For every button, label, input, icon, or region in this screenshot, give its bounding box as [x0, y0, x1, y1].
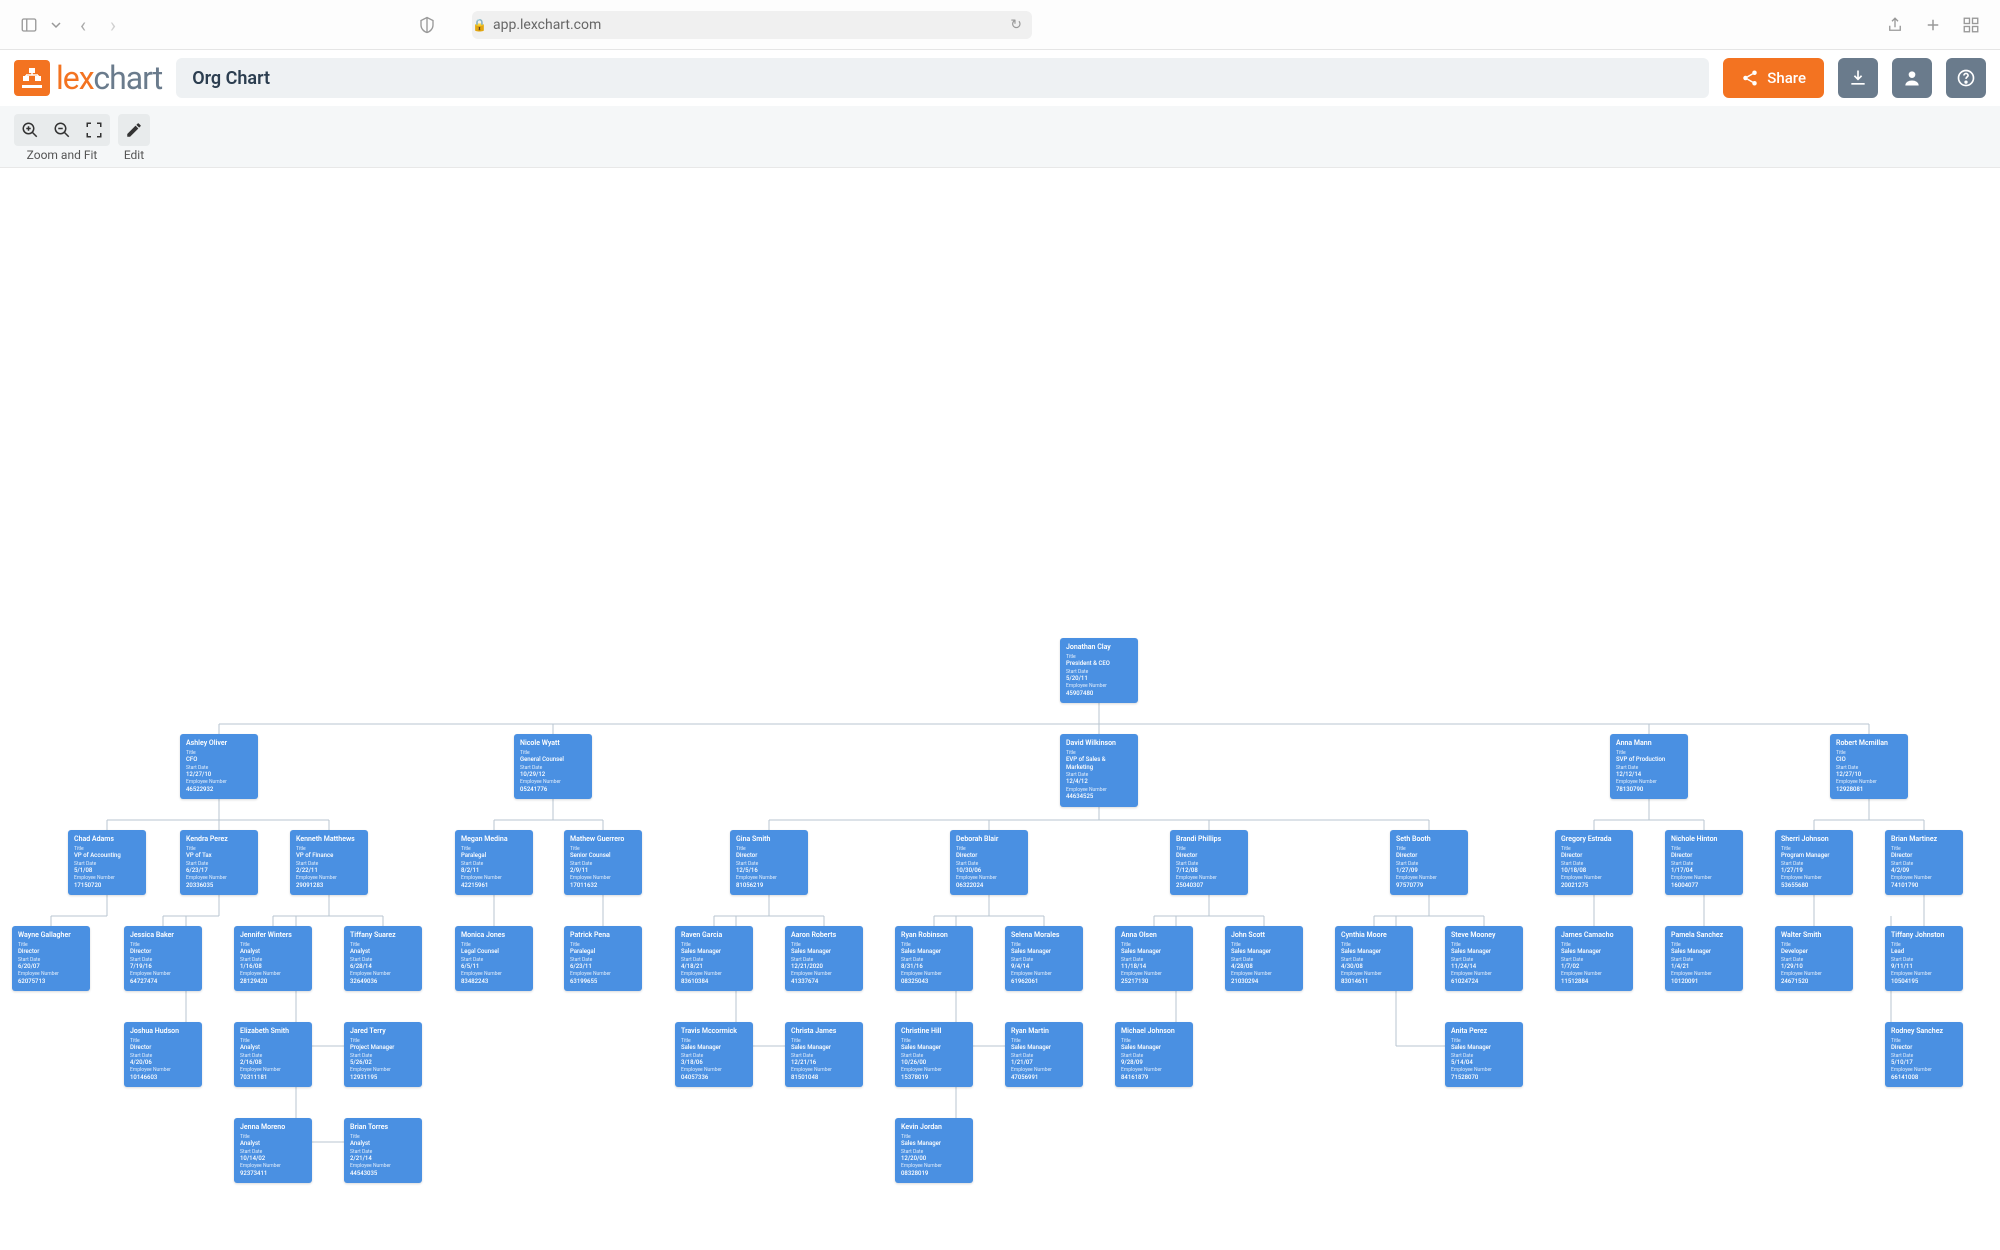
org-node[interactable]: Nicole WyattTitleGeneral CounselStart Da…: [514, 734, 592, 799]
org-node[interactable]: Brandi PhillipsTitleDirectorStart Date7/…: [1170, 830, 1248, 895]
org-node[interactable]: Pamela SanchezTitleSales ManagerStart Da…: [1665, 926, 1743, 991]
lock-icon: 🔒: [472, 18, 487, 32]
pencil-icon: [125, 121, 143, 139]
org-node[interactable]: Seth BoothTitleDirectorStart Date1/27/09…: [1390, 830, 1468, 895]
share-label: Share: [1767, 69, 1806, 87]
account-button[interactable]: [1892, 58, 1932, 98]
org-node[interactable]: Jessica BakerTitleDirectorStart Date7/19…: [124, 926, 202, 991]
connector-lines: [0, 168, 2000, 1250]
reload-icon[interactable]: ↻: [1010, 17, 1032, 33]
org-node[interactable]: Kenneth MatthewsTitleVP of FinanceStart …: [290, 830, 368, 895]
org-node[interactable]: Tiffany JohnstonTitleLeadStart Date9/11/…: [1885, 926, 1963, 991]
org-node[interactable]: Christine HillTitleSales ManagerStart Da…: [895, 1022, 973, 1087]
org-node[interactable]: Deborah BlairTitleDirectorStart Date10/3…: [950, 830, 1028, 895]
org-node[interactable]: Anna MannTitleSVP of ProductionStart Dat…: [1610, 734, 1688, 799]
chart-title-input[interactable]: Org Chart: [176, 58, 1709, 98]
person-icon: [1902, 68, 1922, 88]
org-node[interactable]: Selena MoralesTitleSales ManagerStart Da…: [1005, 926, 1083, 991]
url-bar[interactable]: 🔒 app.lexchart.com ↻: [472, 11, 1032, 39]
zoom-fit-group: Zoom and Fit: [14, 114, 110, 162]
edit-label: Edit: [124, 148, 144, 162]
org-node[interactable]: Aaron RobertsTitleSales ManagerStart Dat…: [785, 926, 863, 991]
privacy-shield-icon[interactable]: [418, 16, 436, 34]
logo-text: lexchart: [56, 59, 162, 97]
org-node[interactable]: Gina SmithTitleDirectorStart Date12/5/16…: [730, 830, 808, 895]
share-icon: [1741, 69, 1759, 87]
org-node[interactable]: Brian MartinezTitleDirectorStart Date4/2…: [1885, 830, 1963, 895]
org-node[interactable]: Ryan MartinTitleSales ManagerStart Date1…: [1005, 1022, 1083, 1087]
app-header: lexchart Org Chart Share: [0, 50, 2000, 106]
download-icon: [1848, 68, 1868, 88]
chrome-right: [1886, 16, 1980, 34]
org-chart-canvas[interactable]: Jonathan ClayTitlePresident & CEOStart D…: [0, 168, 2000, 1250]
org-node[interactable]: John ScottTitleSales ManagerStart Date4/…: [1225, 926, 1303, 991]
org-node[interactable]: Kevin JordanTitleSales ManagerStart Date…: [895, 1118, 973, 1183]
org-node[interactable]: Patrick PenaTitleParalegalStart Date6/23…: [564, 926, 642, 991]
org-node[interactable]: Gregory EstradaTitleDirectorStart Date10…: [1555, 830, 1633, 895]
zoom-out-icon: [53, 121, 71, 139]
org-node[interactable]: James CamachoTitleSales ManagerStart Dat…: [1555, 926, 1633, 991]
org-node[interactable]: Chad AdamsTitleVP of AccountingStart Dat…: [68, 830, 146, 895]
org-node[interactable]: Jonathan ClayTitlePresident & CEOStart D…: [1060, 638, 1138, 703]
org-node[interactable]: Brian TorresTitleAnalystStart Date2/21/1…: [344, 1118, 422, 1183]
org-node[interactable]: Anna OlsenTitleSales ManagerStart Date11…: [1115, 926, 1193, 991]
help-button[interactable]: [1946, 58, 1986, 98]
logo-mark-icon: [14, 60, 50, 96]
tab-overview-icon[interactable]: [1962, 16, 1980, 34]
edit-group: Edit: [118, 114, 150, 162]
org-node[interactable]: Sherri JohnsonTitleProgram ManagerStart …: [1775, 830, 1853, 895]
back-button[interactable]: ‹: [74, 13, 92, 37]
new-tab-icon[interactable]: [1924, 16, 1942, 34]
share-button[interactable]: Share: [1723, 58, 1824, 98]
org-node[interactable]: Jenna MorenoTitleAnalystStart Date10/14/…: [234, 1118, 312, 1183]
zoom-in-button[interactable]: [14, 114, 46, 146]
org-node[interactable]: Kendra PerezTitleVP of TaxStart Date6/23…: [180, 830, 258, 895]
download-button[interactable]: [1838, 58, 1878, 98]
org-node[interactable]: Jared TerryTitleProject ManagerStart Dat…: [344, 1022, 422, 1087]
org-node[interactable]: Steve MooneyTitleSales ManagerStart Date…: [1445, 926, 1523, 991]
sidebar-toggle-icon[interactable]: [20, 16, 38, 34]
org-node[interactable]: Michael JohnsonTitleSales ManagerStart D…: [1115, 1022, 1193, 1087]
org-node[interactable]: Mathew GuerreroTitleSenior CounselStart …: [564, 830, 642, 895]
org-node[interactable]: Cynthia MooreTitleSales ManagerStart Dat…: [1335, 926, 1413, 991]
org-node[interactable]: Robert McmillanTitleCIOStart Date12/27/1…: [1830, 734, 1908, 799]
share-sheet-icon[interactable]: [1886, 16, 1904, 34]
org-node[interactable]: Ashley OliverTitleCFOStart Date12/27/10E…: [180, 734, 258, 799]
chrome-left: ‹ ›: [20, 13, 122, 37]
org-node[interactable]: Raven GarciaTitleSales ManagerStart Date…: [675, 926, 753, 991]
org-node[interactable]: Nichole HintonTitleDirectorStart Date1/1…: [1665, 830, 1743, 895]
org-node[interactable]: David WilkinsonTitleEVP of Sales & Marke…: [1060, 734, 1138, 807]
org-node[interactable]: Travis MccormickTitleSales ManagerStart …: [675, 1022, 753, 1087]
org-node[interactable]: Ryan RobinsonTitleSales ManagerStart Dat…: [895, 926, 973, 991]
org-node[interactable]: Christa JamesTitleSales ManagerStart Dat…: [785, 1022, 863, 1087]
zoom-out-button[interactable]: [46, 114, 78, 146]
logo[interactable]: lexchart: [14, 59, 162, 97]
forward-button: ›: [104, 13, 122, 37]
zoom-fit-label: Zoom and Fit: [27, 148, 98, 162]
org-node[interactable]: Megan MedinaTitleParalegalStart Date8/2/…: [455, 830, 533, 895]
org-node[interactable]: Tiffany SuarezTitleAnalystStart Date6/28…: [344, 926, 422, 991]
help-icon: [1956, 68, 1976, 88]
org-node[interactable]: Jennifer WintersTitleAnalystStart Date1/…: [234, 926, 312, 991]
browser-chrome: ‹ › 🔒 app.lexchart.com ↻: [0, 0, 2000, 50]
edit-button[interactable]: [118, 114, 150, 146]
fit-icon: [85, 121, 103, 139]
chevron-down-icon[interactable]: [50, 16, 62, 34]
toolbar: Zoom and Fit Edit: [0, 106, 2000, 168]
org-node[interactable]: Anita PerezTitleSales ManagerStart Date5…: [1445, 1022, 1523, 1087]
url-text: app.lexchart.com: [493, 17, 601, 33]
org-node[interactable]: Walter SmithTitleDeveloperStart Date1/29…: [1775, 926, 1853, 991]
zoom-in-icon: [21, 121, 39, 139]
org-node[interactable]: Wayne GallagherTitleDirectorStart Date6/…: [12, 926, 90, 991]
org-node[interactable]: Joshua HudsonTitleDirectorStart Date4/20…: [124, 1022, 202, 1087]
org-node[interactable]: Rodney SanchezTitleDirectorStart Date5/1…: [1885, 1022, 1963, 1087]
chart-title: Org Chart: [192, 68, 270, 89]
org-node[interactable]: Monica JonesTitleLegal CounselStart Date…: [455, 926, 533, 991]
org-node[interactable]: Elizabeth SmithTitleAnalystStart Date2/1…: [234, 1022, 312, 1087]
fit-button[interactable]: [78, 114, 110, 146]
